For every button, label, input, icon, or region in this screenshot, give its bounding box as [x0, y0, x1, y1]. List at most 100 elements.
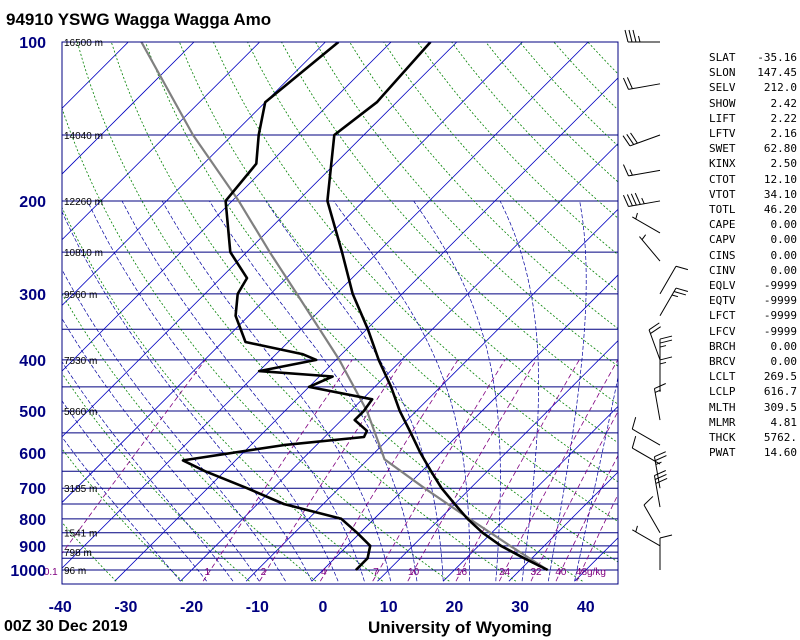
wind-barb-flag — [655, 477, 668, 484]
wind-barb-half-flag — [641, 234, 647, 240]
temperature-tick-label: 40 — [577, 599, 595, 616]
stat-value: 14.60 — [763, 446, 797, 460]
wind-barb-flag — [659, 534, 673, 539]
wind-barb-flag — [622, 164, 629, 177]
stat-key: SLAT — [709, 51, 736, 64]
isotherm-line — [377, 340, 618, 582]
dry-adiabat-line — [76, 42, 517, 582]
isotherm-line — [62, 42, 523, 504]
wind-barb-half-flag — [655, 461, 662, 466]
temperature-tick-label: -10 — [246, 599, 269, 616]
temperature-tick-label: 30 — [511, 599, 529, 616]
wind-barb — [622, 192, 661, 207]
dry-adiabat-line — [349, 42, 618, 330]
stat-value: 0.00 — [770, 355, 798, 369]
wind-barb-staff — [659, 265, 677, 295]
stat-key: TOTL — [709, 203, 736, 217]
mixing-ratio-label: 16 — [456, 567, 468, 578]
stat-key: MLTH — [709, 400, 736, 414]
isotherm-line — [62, 42, 589, 569]
wind-barb-flag — [650, 326, 661, 334]
stat-key: CAPE — [709, 218, 736, 232]
wind-barb-staff — [653, 388, 661, 421]
mixing-ratio-line — [498, 359, 618, 582]
isotherm-line — [245, 208, 618, 582]
stat-key: PWAT — [709, 446, 736, 460]
mixing-ratio-label: 24 — [499, 567, 511, 578]
wind-barb-flag — [632, 29, 637, 43]
wind-barb-staff — [628, 169, 661, 177]
stat-row: CINV 0.00 — [709, 263, 797, 278]
stat-key: VTOT — [709, 187, 736, 201]
stat-key: CTOT — [709, 172, 736, 186]
wind-barb-flag — [628, 29, 633, 43]
wind-barb-half-flag — [641, 197, 645, 204]
stat-row: BRCV 0.00 — [709, 354, 797, 369]
isotherm-line — [508, 471, 618, 582]
wind-barb-half-flag — [635, 212, 638, 220]
stat-key: THCK — [709, 431, 736, 445]
stat-value: -9999 — [763, 279, 797, 293]
dry-adiabat-line — [0, 42, 50, 581]
parcel-path-line — [140, 42, 549, 571]
moist-adiabat-line — [499, 200, 539, 582]
stat-key: CINS — [709, 248, 736, 262]
wind-barb-staff — [653, 475, 661, 508]
pressure-tick-label: 300 — [19, 287, 46, 304]
moist-adiabat-line — [209, 200, 418, 582]
wind-barb-flag — [659, 339, 673, 344]
wind-barb — [653, 383, 666, 421]
wind-barb-half-flag — [659, 361, 667, 365]
stat-value: 4.81 — [770, 415, 798, 429]
stat-row: CAPV 0.00 — [709, 232, 797, 247]
stat-value: -9999 — [763, 309, 797, 323]
wind-barb — [659, 265, 689, 295]
temperature-tick-label: -20 — [180, 599, 203, 616]
axis-labels: 0.1 1 2 4 7 10 16 24 32 40 48g/kg10020030040050060… — [10, 35, 606, 616]
wind-barb — [659, 287, 689, 317]
wind-barb-half-flag — [659, 345, 667, 348]
wind-barb — [648, 322, 661, 361]
stat-key: EQTV — [709, 294, 736, 308]
stat-value: 616.7 — [763, 385, 797, 399]
wind-barb-staff — [632, 428, 661, 446]
wind-barb-staff — [659, 287, 677, 317]
wind-barb-staff — [653, 456, 661, 489]
dry-adiabat-line — [62, 448, 184, 582]
mixing-ratio-line — [319, 359, 459, 582]
wind-barb-flag — [634, 192, 641, 205]
plot-frame — [61, 41, 619, 585]
stat-key: SELV — [709, 81, 736, 95]
wind-barb-staff — [632, 529, 661, 547]
moist-adiabat-line — [121, 200, 365, 582]
wind-barb-flag — [654, 455, 667, 462]
dry-adiabat-line — [62, 372, 250, 582]
wind-barb-flag — [675, 265, 689, 271]
wind-barb-staff — [648, 329, 661, 361]
stat-key: SHOW — [709, 96, 736, 110]
stat-key: LFCT — [709, 309, 736, 323]
moist-adiabat-line — [87, 200, 339, 582]
temperature-tick-label: 20 — [446, 599, 464, 616]
stat-row: CTOT 12.10 — [709, 172, 797, 187]
stat-key: BRCH — [709, 339, 736, 353]
diagram-grid — [0, 42, 618, 582]
stat-row: SWET 62.80 — [709, 141, 797, 156]
wind-barb-staff — [628, 83, 661, 90]
wind-barb — [653, 451, 667, 489]
height-label: 96 m — [64, 566, 86, 577]
stat-key: KINX — [709, 157, 736, 171]
stat-value: -9999 — [763, 324, 797, 338]
mixing-ratio-label: 32 — [530, 567, 542, 578]
stat-row: TOTL 46.20 — [709, 202, 797, 217]
wind-barb-staff — [643, 504, 661, 533]
moist-adiabat-line — [62, 210, 313, 582]
wind-barb-flag — [675, 287, 689, 292]
stat-row: PWAT 14.60 — [709, 445, 797, 460]
mixing-ratio-label: 48g/kg — [576, 567, 606, 578]
mixing-ratio-label: 40 — [555, 567, 567, 578]
stat-row: LFCV -9999 — [709, 324, 797, 339]
mixing-ratio-label: 0.1 — [44, 567, 58, 578]
wind-barb-flag — [643, 496, 654, 506]
